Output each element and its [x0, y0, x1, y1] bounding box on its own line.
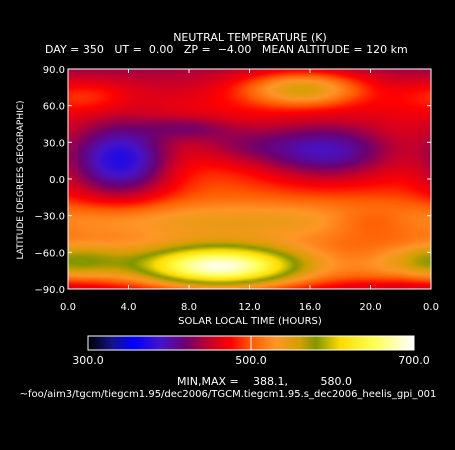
- chart-title: NEUTRAL TEMPERATURE (K): [173, 31, 327, 44]
- x-tick-label: 0.0: [60, 302, 76, 313]
- y-axis: 90.0 60.0 30.0 0.0 −30.0 −60.0 −90.0: [34, 65, 431, 296]
- x-tick-label: 12.0: [238, 302, 260, 313]
- max-value: 580.0: [321, 375, 353, 388]
- colorbar-min-label: 300.0: [72, 354, 104, 367]
- y-tick-label: 60.0: [43, 102, 65, 113]
- x-tick-label: 20.0: [359, 302, 381, 313]
- y-tick-label: 30.0: [43, 138, 65, 149]
- file-path: ~foo/aim3/tgcm/tiegcm1.95/dec2006/TGCM.t…: [20, 389, 437, 400]
- y-tick-label: 0.0: [49, 175, 65, 186]
- y-axis-label: LATITUDE (DEGREES GEOGRAPHIC): [16, 100, 26, 259]
- colorbar-max-label: 700.0: [398, 354, 430, 367]
- x-tick-label: 16.0: [299, 302, 321, 313]
- temperature-heatmap: [68, 69, 431, 289]
- y-tick-label: −90.0: [34, 285, 65, 296]
- colorbar-mid-label: 500.0: [235, 354, 267, 367]
- x-tick-label: 0.0: [423, 302, 439, 313]
- min-max-label: MIN,MAX =: [177, 375, 239, 388]
- y-tick-label: −30.0: [34, 212, 65, 223]
- y-tick-label: 90.0: [43, 65, 65, 76]
- x-axis: 0.0 4.0 8.0 12.0 16.0 20.0 0.0: [60, 69, 439, 313]
- chart-subtitle: DAY = 350 UT = 0.00 ZP = −4.00 MEAN ALTI…: [45, 43, 408, 56]
- x-axis-label: SOLAR LOCAL TIME (HOURS): [178, 316, 322, 327]
- min-value: 388.1,: [253, 375, 288, 388]
- y-tick-label: −60.0: [34, 248, 65, 259]
- x-tick-label: 8.0: [181, 302, 197, 313]
- x-tick-label: 4.0: [121, 302, 137, 313]
